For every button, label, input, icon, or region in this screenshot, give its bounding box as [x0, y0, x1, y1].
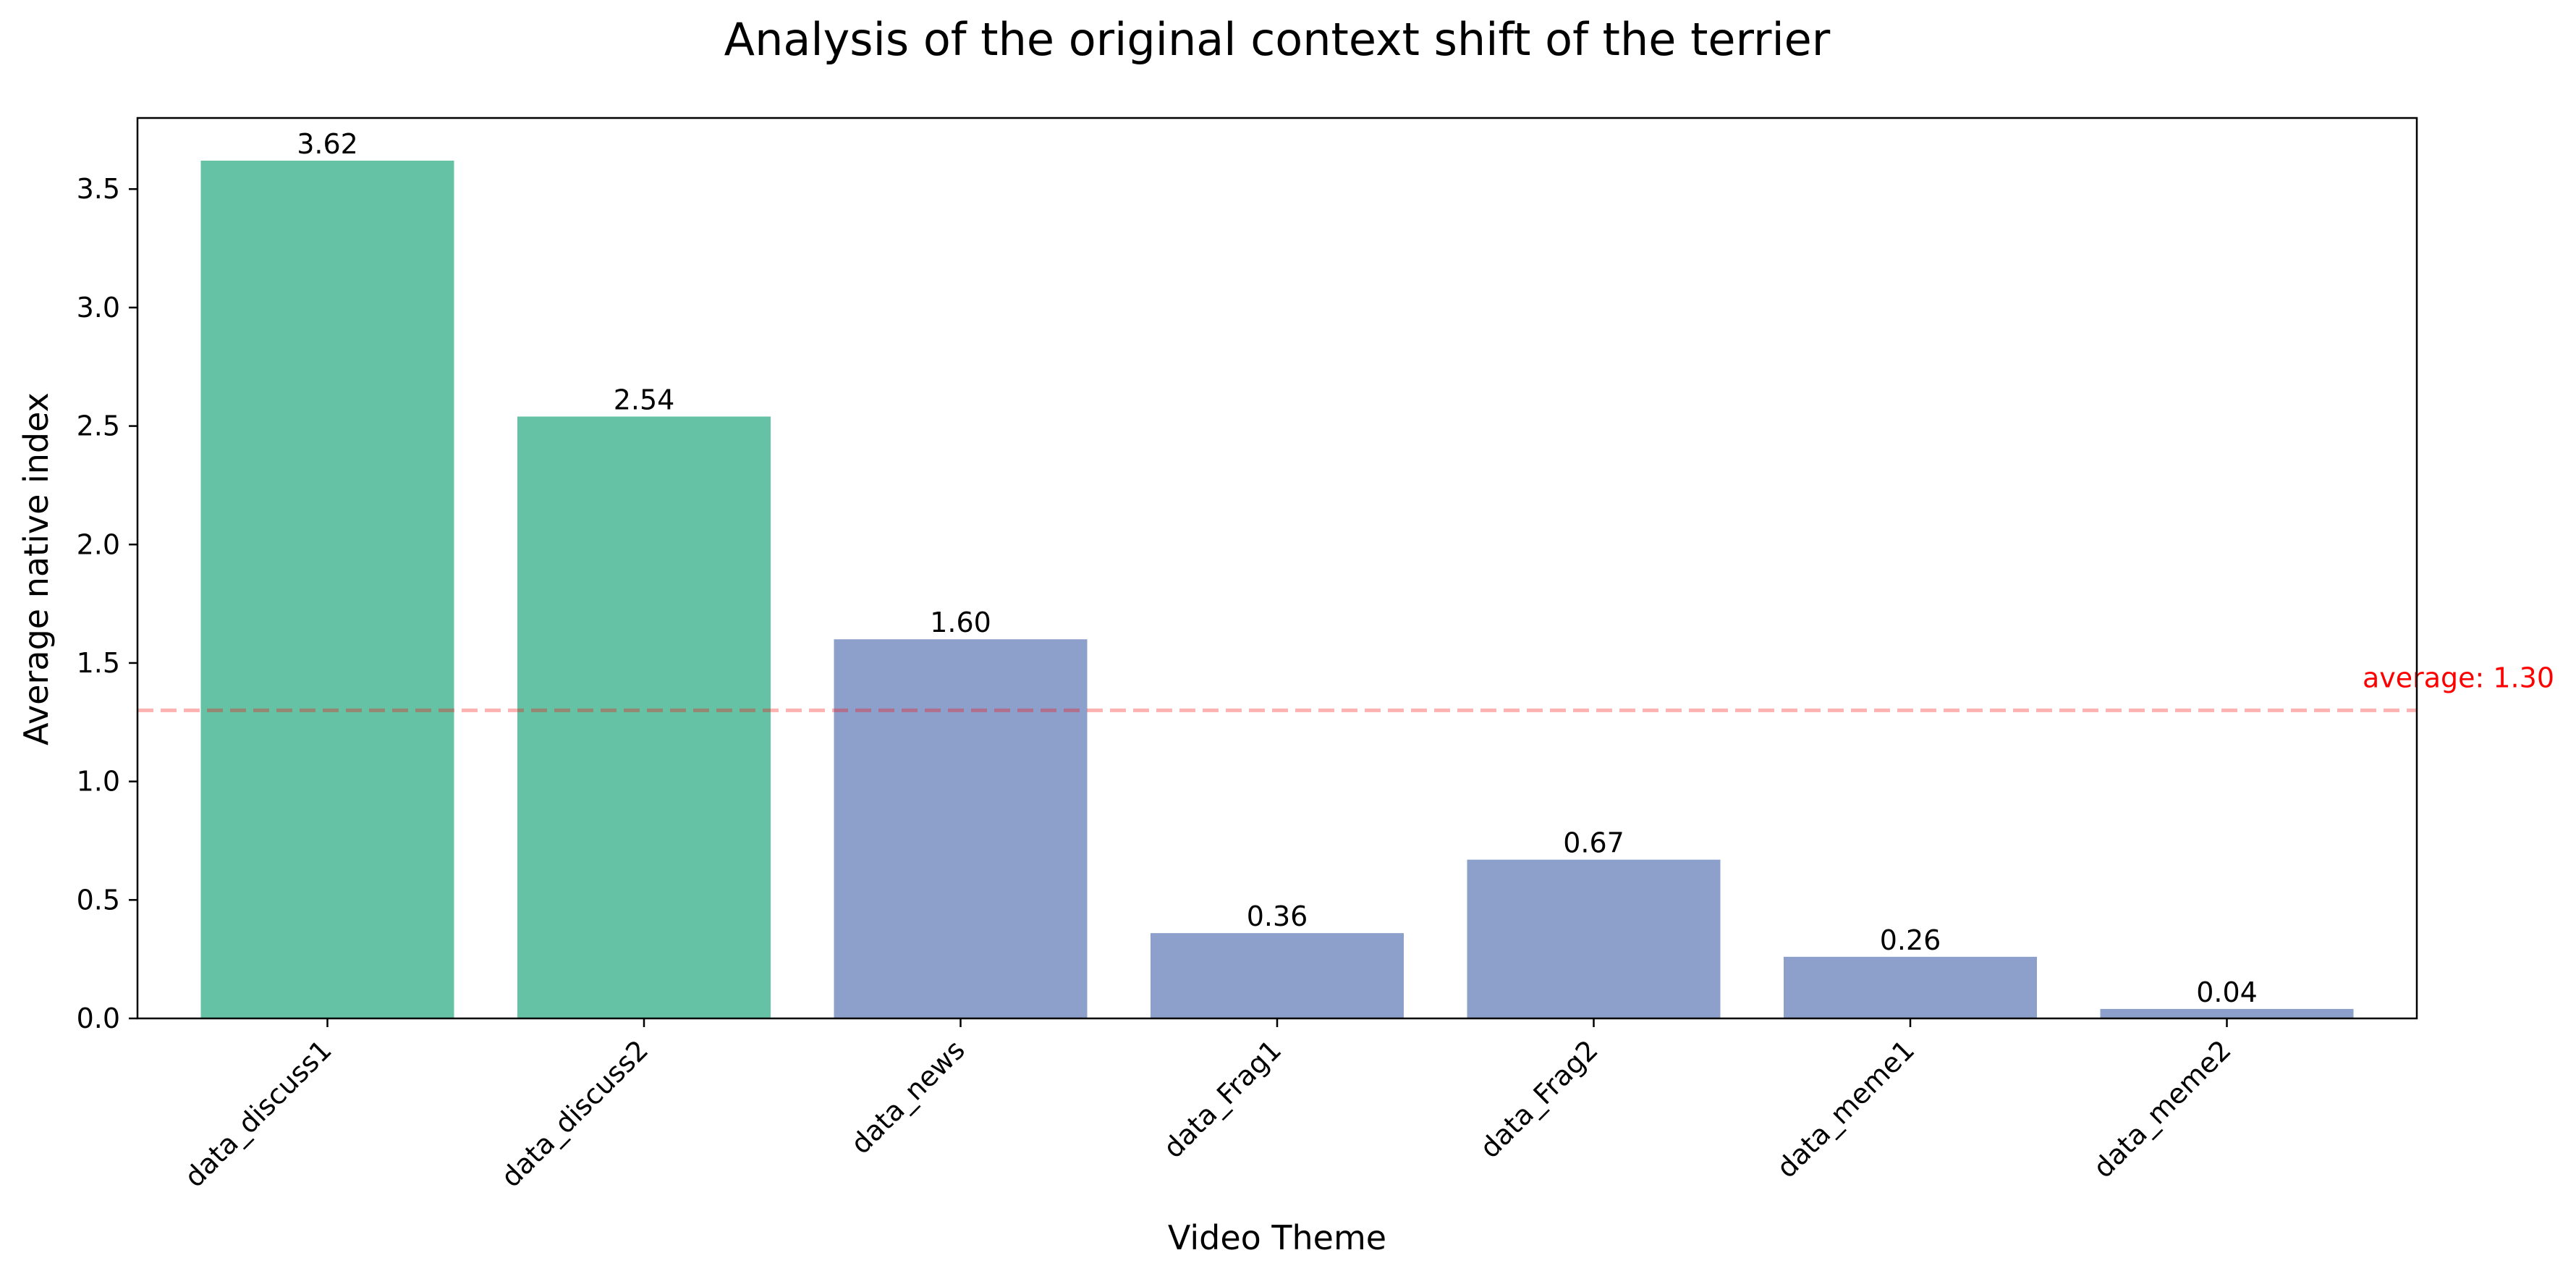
- y-tick-label: 1.0: [77, 766, 120, 798]
- bar-value-label: 0.04: [2196, 976, 2258, 1008]
- chart-title: Analysis of the original context shift o…: [724, 13, 1831, 66]
- average-reference: average: 1.30: [137, 662, 2554, 712]
- y-tick-label: 2.0: [77, 528, 120, 560]
- bar-value-label: 3.62: [297, 128, 358, 160]
- x-tick-label: data_news: [844, 1034, 971, 1160]
- x-axis-label: Video Theme: [1168, 1218, 1386, 1257]
- bar-data-meme2: [2100, 1008, 2354, 1018]
- bar-data-frag2: [1467, 859, 1721, 1018]
- average-line-label: average: 1.30: [2363, 662, 2554, 693]
- x-tick-label: data_discuss1: [178, 1034, 337, 1193]
- y-tick-label: 0.0: [77, 1002, 120, 1034]
- y-axis: 0.0 0.5 1.0 1.5 2.0 2.5 3.0 3.5: [77, 173, 137, 1034]
- bar-labels-group: 3.62 2.54 1.60 0.36 0.67 0.26 0.04: [297, 128, 2258, 1008]
- bars-group: [200, 160, 2354, 1019]
- x-tick-label: data_meme1: [1771, 1034, 1921, 1184]
- x-tick-label: data_discuss2: [495, 1034, 654, 1193]
- x-tick-label: data_meme2: [2087, 1034, 2237, 1184]
- bar-value-label: 1.60: [930, 607, 991, 638]
- x-axis: data_discuss1 data_discuss2 data_news data_…: [178, 1018, 2237, 1194]
- y-axis-label: Average native index: [17, 392, 56, 746]
- bar-data-frag1: [1151, 933, 1404, 1018]
- bar-data-news: [834, 639, 1088, 1018]
- bar-value-label: 0.26: [1880, 924, 1941, 956]
- bar-value-label: 2.54: [614, 384, 675, 415]
- y-tick-label: 3.0: [77, 292, 120, 324]
- bar-value-label: 0.36: [1247, 900, 1308, 932]
- bar-value-label: 0.67: [1563, 827, 1624, 859]
- y-tick-label: 2.5: [77, 410, 120, 442]
- y-tick-label: 1.5: [77, 647, 120, 679]
- bar-data-discuss2: [517, 416, 771, 1018]
- x-tick-label: data_Frag2: [1474, 1034, 1604, 1164]
- x-tick-label: data_Frag1: [1157, 1034, 1287, 1164]
- bar-data-meme1: [1784, 956, 2037, 1018]
- bar-data-discuss1: [200, 160, 454, 1019]
- y-tick-label: 0.5: [77, 884, 120, 916]
- y-tick-label: 3.5: [77, 173, 120, 205]
- plot-frame: [136, 117, 2418, 1020]
